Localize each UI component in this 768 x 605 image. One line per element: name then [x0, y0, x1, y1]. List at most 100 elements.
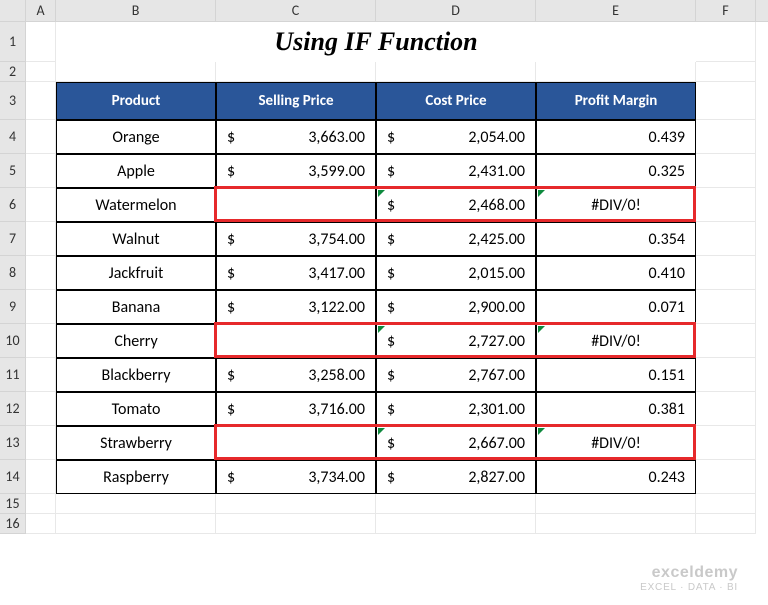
cell-selling[interactable]: $3,599.00 — [216, 154, 376, 188]
cell-selling[interactable]: $3,258.00 — [216, 358, 376, 392]
cell-product[interactable]: Watermelon — [56, 188, 216, 222]
row-header-6[interactable]: 6 — [0, 188, 26, 222]
column-header-c[interactable]: C — [216, 0, 376, 21]
cell[interactable] — [26, 324, 56, 358]
table-header-cost[interactable]: Cost Price — [376, 82, 536, 120]
row-header-9[interactable]: 9 — [0, 290, 26, 324]
cell-selling[interactable]: $3,734.00 — [216, 460, 376, 494]
cell-product[interactable]: Tomato — [56, 392, 216, 426]
column-header-a[interactable]: A — [26, 0, 56, 21]
cell-margin[interactable]: 0.243 — [536, 460, 696, 494]
cell[interactable] — [696, 290, 756, 324]
cell-selling[interactable]: $3,663.00 — [216, 120, 376, 154]
cell-product[interactable]: Jackfruit — [56, 256, 216, 290]
row-header-10[interactable]: 10 — [0, 324, 26, 358]
cell[interactable] — [696, 460, 756, 494]
table-header-margin[interactable]: Profit Margin — [536, 82, 696, 120]
cell-margin[interactable]: 0.354 — [536, 222, 696, 256]
row-header-2[interactable]: 2 — [0, 62, 26, 82]
cell[interactable] — [26, 460, 56, 494]
cell[interactable] — [26, 256, 56, 290]
cell-margin[interactable]: 0.325 — [536, 154, 696, 188]
cell[interactable] — [696, 120, 756, 154]
cell[interactable] — [26, 426, 56, 460]
row-header-3[interactable]: 3 — [0, 82, 26, 120]
row-header-12[interactable]: 12 — [0, 392, 26, 426]
cell-margin[interactable]: #DIV/0! — [536, 426, 696, 460]
cell[interactable] — [56, 494, 216, 514]
cell[interactable] — [696, 62, 756, 82]
cell[interactable] — [56, 62, 216, 82]
cell-selling[interactable]: $3,122.00 — [216, 290, 376, 324]
column-header-f[interactable]: F — [696, 0, 756, 21]
cell-selling[interactable]: $3,754.00 — [216, 222, 376, 256]
cell-margin[interactable]: #DIV/0! — [536, 324, 696, 358]
cell[interactable] — [696, 358, 756, 392]
cell-product[interactable]: Blackberry — [56, 358, 216, 392]
cell[interactable] — [376, 514, 536, 534]
cell[interactable] — [26, 494, 56, 514]
cell[interactable] — [696, 222, 756, 256]
row-header-15[interactable]: 15 — [0, 494, 26, 514]
cell-cost[interactable]: $2,900.00 — [376, 290, 536, 324]
cell-cost[interactable]: $2,468.00 — [376, 188, 536, 222]
row-header-13[interactable]: 13 — [0, 426, 26, 460]
cell-cost[interactable]: $2,015.00 — [376, 256, 536, 290]
cell-product[interactable]: Raspberry — [56, 460, 216, 494]
row-header-11[interactable]: 11 — [0, 358, 26, 392]
cell[interactable] — [26, 188, 56, 222]
row-header-5[interactable]: 5 — [0, 154, 26, 188]
cell-product[interactable]: Cherry — [56, 324, 216, 358]
cell[interactable] — [376, 494, 536, 514]
cell-cost[interactable]: $2,054.00 — [376, 120, 536, 154]
cell-margin[interactable]: 0.151 — [536, 358, 696, 392]
cell[interactable] — [536, 494, 696, 514]
cell[interactable] — [26, 82, 56, 120]
cell[interactable] — [216, 494, 376, 514]
cell[interactable] — [696, 324, 756, 358]
cell[interactable] — [696, 494, 756, 514]
column-header-d[interactable]: D — [376, 0, 536, 21]
cell[interactable] — [56, 514, 216, 534]
row-header-7[interactable]: 7 — [0, 222, 26, 256]
cell[interactable] — [26, 120, 56, 154]
cell[interactable] — [216, 514, 376, 534]
row-header-16[interactable]: 16 — [0, 514, 26, 534]
cell[interactable] — [696, 426, 756, 460]
cell-product[interactable]: Walnut — [56, 222, 216, 256]
table-header-product[interactable]: Product — [56, 82, 216, 120]
cell-product[interactable]: Strawberry — [56, 426, 216, 460]
cell-cost[interactable]: $2,431.00 — [376, 154, 536, 188]
table-header-selling[interactable]: Selling Price — [216, 82, 376, 120]
cell[interactable] — [696, 154, 756, 188]
cell-cost[interactable]: $2,727.00 — [376, 324, 536, 358]
cell[interactable] — [26, 514, 56, 534]
cell-margin[interactable]: 0.410 — [536, 256, 696, 290]
cell-cost[interactable]: $2,767.00 — [376, 358, 536, 392]
column-header-e[interactable]: E — [536, 0, 696, 21]
cell[interactable] — [26, 392, 56, 426]
cell-selling[interactable] — [216, 324, 376, 358]
cell[interactable] — [696, 392, 756, 426]
cell-product[interactable]: Orange — [56, 120, 216, 154]
row-header-14[interactable]: 14 — [0, 460, 26, 494]
cell-cost[interactable]: $2,425.00 — [376, 222, 536, 256]
cell-product[interactable]: Apple — [56, 154, 216, 188]
cell[interactable] — [696, 256, 756, 290]
cell-margin[interactable]: #DIV/0! — [536, 188, 696, 222]
cell-margin[interactable]: 0.071 — [536, 290, 696, 324]
cell[interactable] — [26, 290, 56, 324]
cell[interactable] — [26, 22, 56, 62]
row-header-8[interactable]: 8 — [0, 256, 26, 290]
cell[interactable] — [696, 514, 756, 534]
cell-cost[interactable]: $2,301.00 — [376, 392, 536, 426]
column-header-b[interactable]: B — [56, 0, 216, 21]
row-header-1[interactable]: 1 — [0, 22, 26, 62]
cell[interactable] — [536, 514, 696, 534]
cell-margin[interactable]: 0.439 — [536, 120, 696, 154]
select-all-corner[interactable] — [0, 0, 26, 22]
cell[interactable] — [26, 358, 56, 392]
cell-product[interactable]: Banana — [56, 290, 216, 324]
cell[interactable] — [26, 154, 56, 188]
cell[interactable] — [26, 222, 56, 256]
